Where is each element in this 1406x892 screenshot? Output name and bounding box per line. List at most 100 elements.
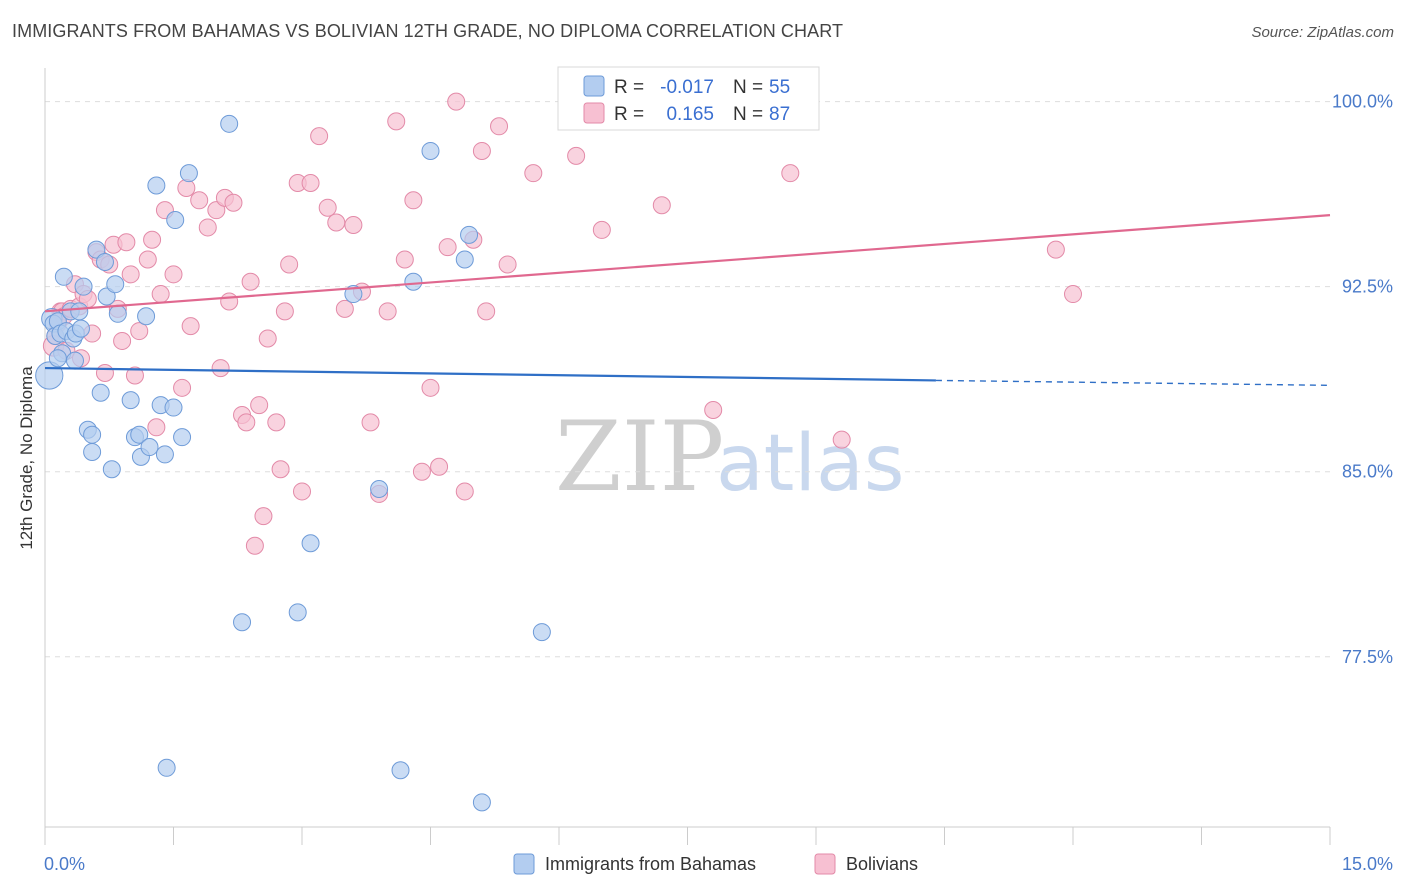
- axes: [44, 68, 1331, 845]
- y-axis-title: 12th Grade, No Diploma: [17, 366, 36, 550]
- bolivians-point-47: [280, 255, 299, 274]
- bolivians-point-19: [113, 331, 132, 350]
- bolivians-point-76: [592, 220, 611, 239]
- bolivians-point-24: [138, 250, 157, 269]
- bolivians-point-52: [318, 198, 337, 217]
- bahamas-point-7: [54, 267, 73, 286]
- legend-swatch-bolivians: [814, 853, 836, 875]
- bahamas-point-40: [233, 613, 252, 632]
- bahamas-point-24: [108, 304, 127, 323]
- bolivians-point-72: [490, 117, 509, 136]
- bolivians-point-61: [395, 250, 414, 269]
- watermark: ZIP atlas: [555, 401, 905, 513]
- bahamas-point-36: [166, 211, 185, 230]
- bolivians-point-42: [250, 396, 269, 415]
- bolivians-point-57: [361, 413, 380, 432]
- bahamas-point-30: [140, 438, 159, 457]
- bahamas-point-29: [137, 307, 156, 326]
- bahamas-point-21: [97, 287, 116, 306]
- bolivians-point-67: [447, 92, 466, 111]
- bolivians-point-65: [430, 457, 449, 476]
- bahamas-point-13: [71, 319, 90, 338]
- y-tick-label-2: 92.5%: [1342, 277, 1393, 297]
- bahamas-point-19: [91, 383, 110, 402]
- bolivians-point-33: [190, 191, 209, 210]
- bolivians-point-23: [130, 322, 149, 341]
- x-tick-label-max: 15.0%: [1342, 854, 1393, 874]
- bolivians-point-82: [1064, 285, 1082, 304]
- stats-r-value-bahamas: -0.017: [660, 77, 714, 98]
- bahamas-point-22: [102, 460, 121, 479]
- bolivians-point-81: [1046, 240, 1065, 259]
- trendlines: [44, 214, 1331, 387]
- stats-r-value-bolivians: 0.165: [666, 104, 714, 125]
- bolivians-point-31: [177, 178, 196, 197]
- bolivians-point-30: [173, 378, 192, 397]
- bolivians-point-74: [524, 164, 543, 183]
- y-tick-labels: 77.5% 85.0% 92.5% 100.0%: [1332, 92, 1393, 667]
- bolivians-point-75: [567, 146, 586, 165]
- bolivians-point-26: [147, 418, 166, 437]
- stats-r-label-bahamas: R =: [614, 77, 644, 98]
- bolivians-point-44: [267, 413, 286, 432]
- legend-label-bahamas: Immigrants from Bahamas: [545, 854, 756, 874]
- stats-legend-swatch-bolivians: [583, 102, 605, 124]
- source-credit: Source: ZipAtlas.com: [1251, 24, 1394, 41]
- legend-swatch-bahamas: [513, 853, 535, 875]
- bahamas-point-33: [155, 445, 174, 464]
- bolivians-point-64: [421, 378, 440, 397]
- bolivians-point-54: [335, 299, 354, 318]
- y-tick-label-0: 77.5%: [1342, 647, 1393, 667]
- bolivians-point-60: [387, 112, 406, 131]
- bahamas-point-16: [83, 425, 102, 444]
- bolivians-point-40: [237, 413, 256, 432]
- legend-label-bolivians: Bolivians: [846, 854, 918, 874]
- bahamas-point-23: [106, 275, 125, 294]
- bahamas-point-17: [83, 442, 102, 461]
- bahamas-point-34: [157, 758, 176, 777]
- bahamas-point-42: [301, 534, 320, 553]
- bolivians-point-55: [344, 215, 363, 234]
- bolivians-point-70: [472, 141, 491, 160]
- bolivians-point-86: [254, 507, 273, 526]
- bahamas-point-20: [95, 252, 114, 271]
- stats-n-value-bahamas: 55: [769, 77, 790, 98]
- bolivians-point-53: [327, 213, 346, 232]
- bahamas-point-44: [370, 479, 389, 498]
- bolivians-point-27: [151, 285, 170, 304]
- stats-legend-swatch-bahamas: [583, 75, 605, 97]
- y-tick-label-3: 100.0%: [1332, 92, 1393, 112]
- bahamas-point-27: [130, 425, 149, 444]
- bolivians-point-79: [781, 164, 800, 183]
- watermark-atlas: atlas: [716, 419, 905, 509]
- bahamas-trendline-extension: [935, 379, 1331, 387]
- bolivians-point-85: [245, 536, 264, 555]
- bolivians-point-43: [258, 329, 277, 348]
- stats-n-label-bolivians: N =: [733, 104, 763, 125]
- bahamas-point-38: [179, 164, 198, 183]
- bahamas-point-43: [344, 285, 363, 304]
- bahamas-point-45: [391, 761, 410, 780]
- bolivians-point-38: [224, 193, 243, 212]
- bolivians-point-73: [498, 255, 517, 274]
- bolivians-point-77: [652, 196, 671, 215]
- bolivians-point-59: [378, 302, 397, 321]
- bolivians-point-41: [241, 272, 260, 291]
- bolivians-point-46: [275, 302, 294, 321]
- x-tick-label-min: 0.0%: [44, 854, 85, 874]
- bahamas-point-14: [74, 277, 93, 296]
- gridlines: [45, 101, 1330, 658]
- bottom-legend: Immigrants from Bahamas Bolivians: [513, 853, 918, 875]
- bahamas-point-48: [455, 250, 474, 269]
- bahamas-point-49: [460, 225, 479, 244]
- bolivians-point-20: [117, 233, 136, 252]
- bolivians-point-35: [207, 201, 226, 220]
- bahamas-point-47: [421, 141, 440, 160]
- bahamas-point-51: [532, 623, 551, 642]
- bolivians-point-25: [143, 230, 162, 249]
- bahamas-point-54: [65, 351, 84, 370]
- bolivians-point-68: [455, 482, 474, 501]
- stats-n-label-bahamas: N =: [733, 77, 763, 98]
- bolivians-point-15: [95, 364, 114, 383]
